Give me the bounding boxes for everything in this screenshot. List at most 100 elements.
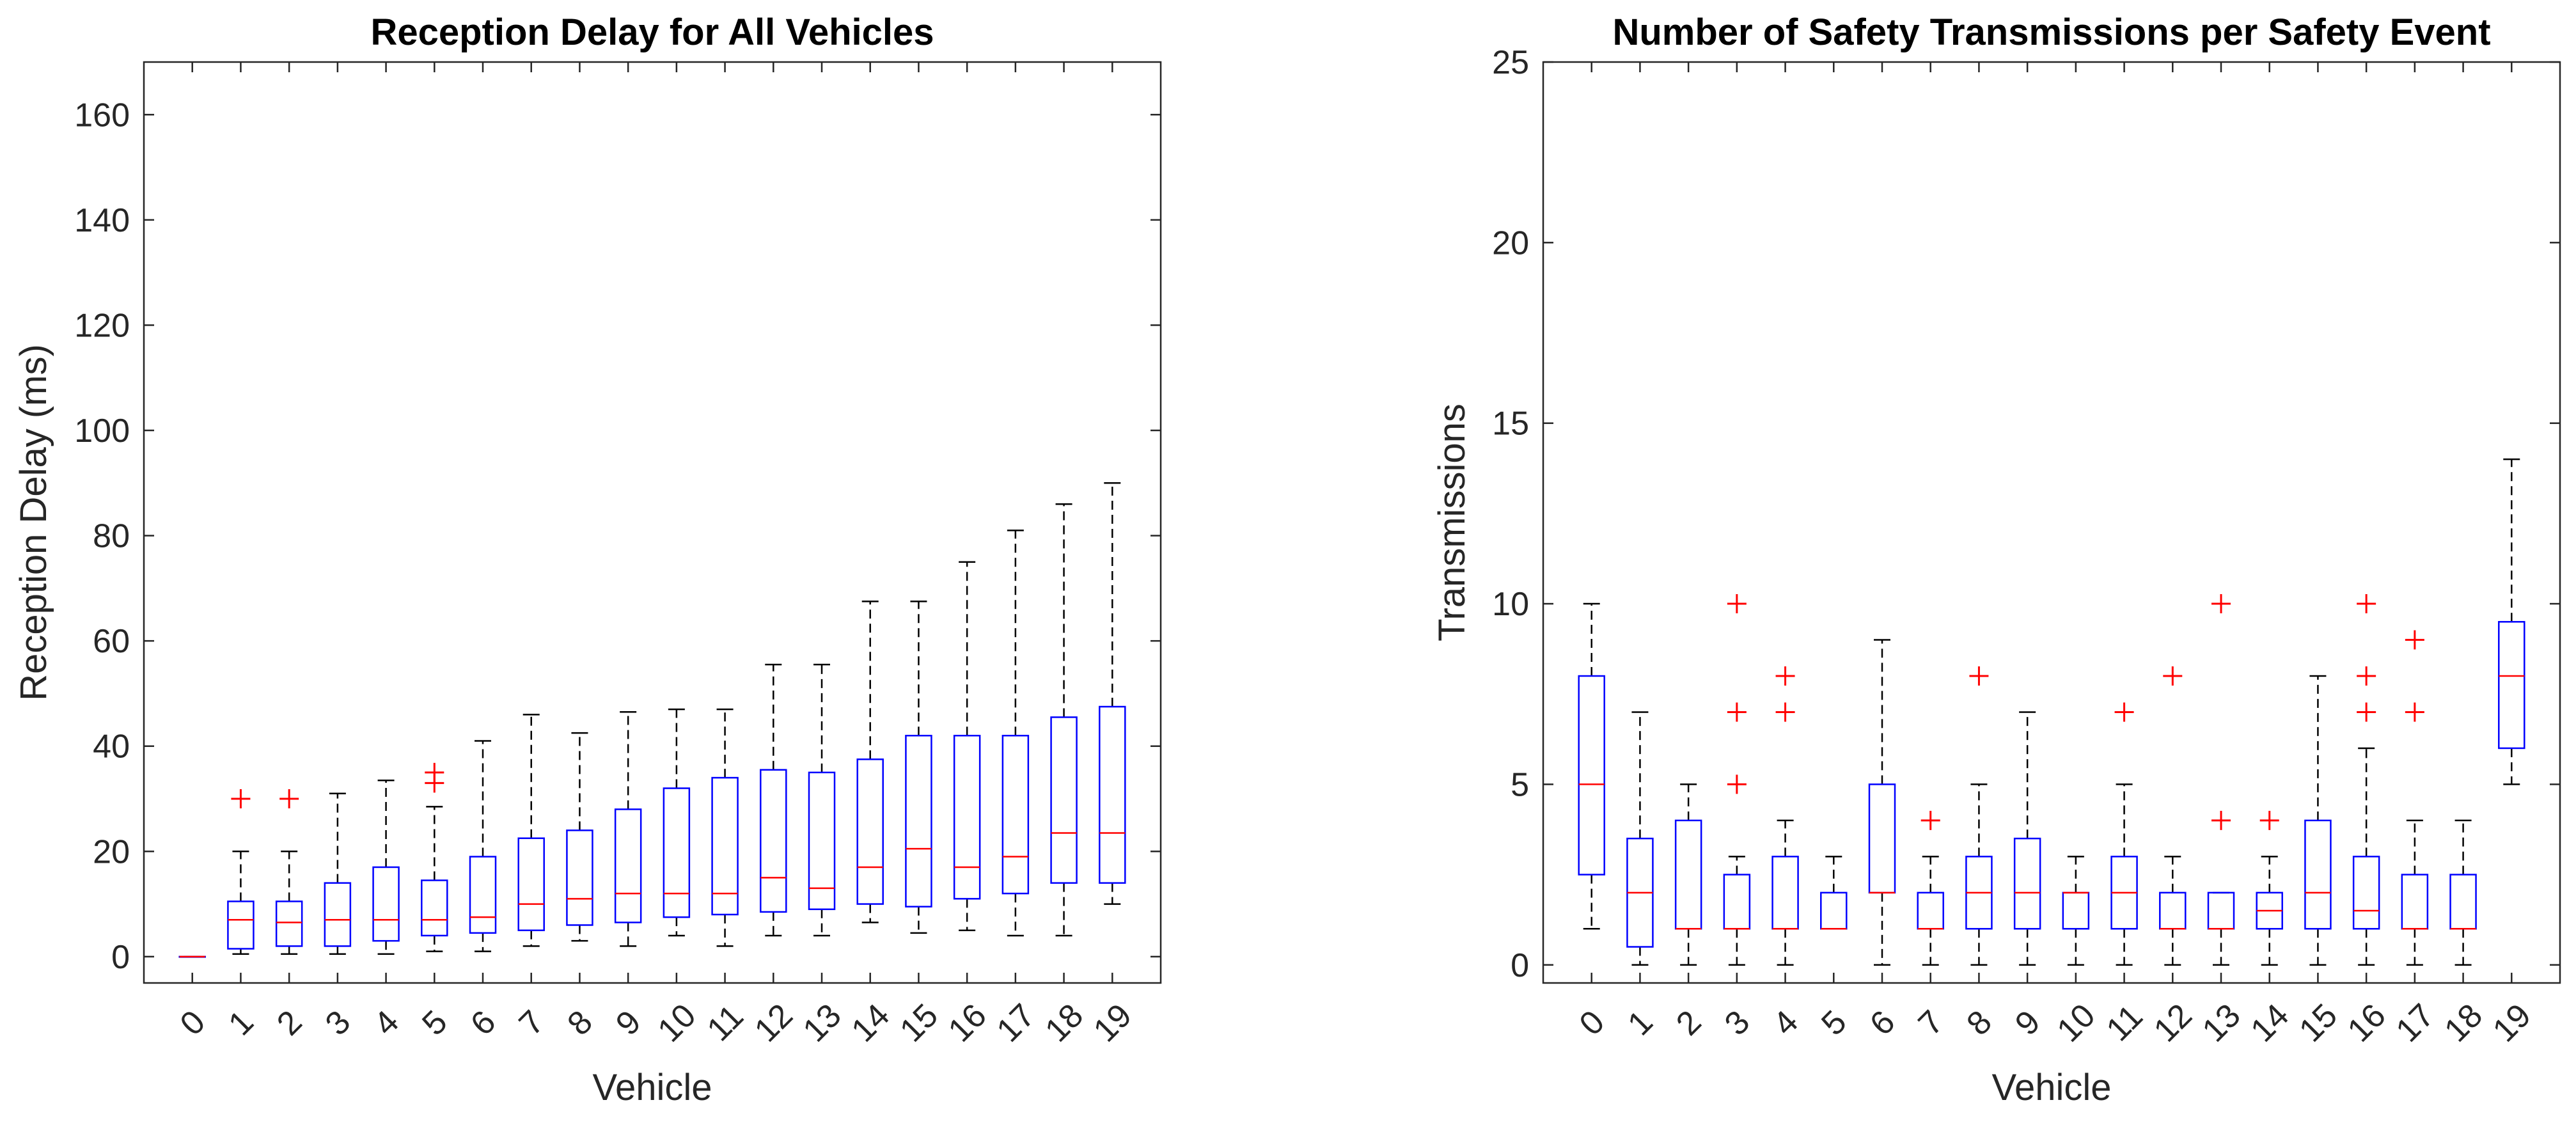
iqr-box bbox=[1674, 819, 1702, 930]
outlier-marker bbox=[2357, 666, 2376, 686]
x-tick-label: 17 bbox=[2389, 997, 2442, 1049]
x-axis-label: Vehicle bbox=[592, 1067, 712, 1108]
x-tick-label: 6 bbox=[464, 1003, 503, 1042]
y-tick-label: 40 bbox=[93, 728, 130, 766]
iqr-box bbox=[1917, 892, 1944, 930]
outlier-marker bbox=[425, 762, 444, 782]
outlier-marker bbox=[1727, 702, 1747, 722]
iqr-box bbox=[2013, 837, 2041, 930]
iqr-box bbox=[760, 769, 787, 913]
x-tick-label: 14 bbox=[2243, 997, 2296, 1049]
iqr-box bbox=[2449, 874, 2477, 930]
x-tick-label: 11 bbox=[2100, 998, 2150, 1048]
iqr-box bbox=[614, 808, 642, 923]
safety-transmissions-chart: Number of Safety Transmissions per Safet… bbox=[1431, 12, 2561, 1108]
iqr-box bbox=[566, 829, 593, 926]
x-tick-label: 19 bbox=[1087, 997, 1139, 1049]
iqr-box bbox=[1771, 856, 1799, 930]
x-tick-label: 14 bbox=[844, 997, 897, 1049]
y-axis-label: Transmissions bbox=[1431, 404, 1473, 641]
outlier-marker bbox=[2211, 594, 2231, 614]
iqr-box bbox=[856, 758, 884, 905]
y-tick-label: 25 bbox=[1492, 44, 1529, 81]
iqr-box bbox=[421, 879, 448, 937]
x-tick-label: 13 bbox=[796, 997, 849, 1049]
reception-delay-chart: Reception Delay for All Vehicles Vehicle… bbox=[13, 12, 1162, 1108]
x-tick-label: 11 bbox=[700, 998, 751, 1048]
x-tick-label: 9 bbox=[2008, 1003, 2047, 1042]
iqr-box bbox=[2304, 819, 2332, 930]
outlier-marker bbox=[1727, 774, 1747, 794]
x-tick-label: 5 bbox=[415, 1003, 454, 1042]
x-tick-label: 18 bbox=[2437, 997, 2490, 1049]
x-tick-label: 8 bbox=[560, 1003, 599, 1042]
iqr-box bbox=[275, 900, 303, 947]
x-tick-label: 18 bbox=[1038, 997, 1090, 1049]
outlier-marker bbox=[2357, 594, 2376, 614]
outlier-marker bbox=[2163, 666, 2183, 686]
iqr-box bbox=[2062, 892, 2090, 930]
x-tick-label: 15 bbox=[893, 997, 945, 1049]
iqr-box bbox=[2159, 892, 2187, 930]
y-tick-label: 15 bbox=[1492, 405, 1529, 443]
iqr-box bbox=[663, 787, 691, 918]
x-tick-label: 2 bbox=[270, 1003, 309, 1042]
x-tick-label: 2 bbox=[1669, 1003, 1708, 1042]
iqr-box bbox=[1050, 716, 1078, 884]
iqr-box bbox=[372, 866, 400, 942]
y-tick-label: 140 bbox=[74, 202, 130, 239]
iqr-box bbox=[905, 735, 932, 907]
outlier-marker bbox=[231, 789, 251, 808]
chart-title: Number of Safety Transmissions per Safet… bbox=[1612, 12, 2490, 53]
x-tick-label: 17 bbox=[990, 997, 1042, 1049]
y-tick-label: 10 bbox=[1492, 586, 1529, 623]
x-tick-label: 10 bbox=[2050, 997, 2103, 1049]
x-tick-label: 3 bbox=[1718, 1003, 1757, 1042]
x-tick-label: 7 bbox=[512, 1003, 551, 1042]
x-tick-label: 12 bbox=[748, 997, 800, 1049]
x-tick-label: 3 bbox=[318, 1003, 357, 1042]
iqr-box bbox=[1723, 874, 1751, 930]
outlier-marker bbox=[2405, 702, 2424, 722]
x-tick-label: 15 bbox=[2292, 997, 2344, 1049]
outlier-marker bbox=[2259, 810, 2279, 830]
x-tick-label: 1 bbox=[221, 1003, 260, 1042]
outlier-marker bbox=[2114, 702, 2134, 722]
outlier-marker bbox=[1920, 810, 1940, 830]
y-tick-label: 20 bbox=[93, 833, 130, 870]
x-tick-label: 9 bbox=[609, 1003, 648, 1042]
iqr-box bbox=[1820, 892, 1848, 930]
chart-title: Reception Delay for All Vehicles bbox=[370, 12, 934, 53]
x-tick-label: 7 bbox=[1912, 1003, 1951, 1042]
iqr-box bbox=[1578, 675, 1605, 876]
x-tick-label: 4 bbox=[367, 1003, 406, 1042]
outlier-marker bbox=[2405, 630, 2424, 650]
iqr-box bbox=[227, 900, 255, 950]
iqr-box bbox=[1001, 735, 1030, 895]
iqr-box bbox=[324, 882, 352, 947]
x-tick-label: 6 bbox=[1863, 1003, 1902, 1042]
axes-box bbox=[143, 61, 1162, 984]
x-tick-label: 16 bbox=[2341, 997, 2393, 1049]
x-tick-label: 16 bbox=[941, 997, 994, 1049]
x-tick-label: 0 bbox=[173, 1003, 212, 1042]
outlier-marker bbox=[1727, 594, 1747, 614]
y-tick-label: 0 bbox=[1511, 947, 1529, 984]
outlier-marker bbox=[1775, 702, 1795, 722]
outlier-marker bbox=[2357, 702, 2376, 722]
y-tick-label: 100 bbox=[74, 412, 130, 450]
y-tick-label: 20 bbox=[1492, 224, 1529, 262]
iqr-box bbox=[1868, 783, 1896, 894]
x-tick-label: 1 bbox=[1621, 1003, 1660, 1042]
x-tick-label: 4 bbox=[1766, 1003, 1805, 1042]
x-axis-label: Vehicle bbox=[1991, 1067, 2111, 1108]
x-tick-label: 19 bbox=[2486, 997, 2538, 1049]
iqr-box bbox=[2498, 621, 2525, 750]
x-tick-label: 0 bbox=[1573, 1003, 1612, 1042]
axes-box bbox=[1542, 61, 2561, 984]
x-tick-label: 10 bbox=[651, 997, 703, 1049]
iqr-box bbox=[711, 776, 739, 916]
